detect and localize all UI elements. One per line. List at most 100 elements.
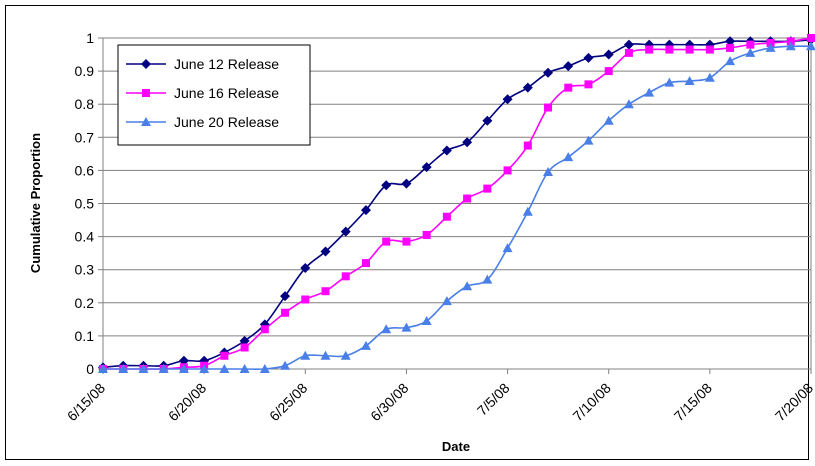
square-marker bbox=[665, 45, 674, 54]
square-marker bbox=[382, 237, 391, 246]
square-marker bbox=[142, 89, 150, 97]
diamond-marker bbox=[381, 180, 392, 191]
square-marker bbox=[645, 45, 654, 54]
square-marker bbox=[705, 45, 714, 54]
diamond-marker bbox=[623, 39, 634, 50]
diamond-marker bbox=[178, 355, 189, 366]
diamond-marker bbox=[603, 49, 614, 60]
legend-label: June 12 Release bbox=[174, 56, 279, 72]
y-tick-label: 0.4 bbox=[75, 229, 95, 245]
diamond-marker bbox=[441, 145, 452, 156]
triangle-marker bbox=[138, 364, 149, 373]
legend: June 12 Release June 16 Release June 20 Re… bbox=[117, 44, 311, 146]
square-marker bbox=[463, 194, 472, 203]
square-marker bbox=[726, 43, 735, 52]
diamond-marker bbox=[360, 205, 371, 216]
diamond-marker bbox=[543, 67, 554, 78]
triangle-marker bbox=[199, 364, 210, 373]
square-marker bbox=[523, 141, 532, 150]
diamond-marker bbox=[725, 36, 736, 47]
legend-label: June 16 Release bbox=[174, 85, 279, 101]
square-marker bbox=[503, 166, 512, 175]
x-tick-label: 6/20/08 bbox=[165, 380, 209, 424]
chart-frame bbox=[5, 5, 809, 460]
x-tick-label: 6/30/08 bbox=[367, 380, 411, 424]
series-group bbox=[98, 34, 815, 373]
y-tick-label: 1 bbox=[86, 30, 94, 46]
triangle-marker bbox=[785, 41, 796, 51]
triangle-marker bbox=[684, 76, 695, 86]
triangle-marker bbox=[522, 206, 533, 216]
triangle-marker bbox=[543, 167, 554, 177]
triangle-marker bbox=[725, 56, 736, 66]
x-axis-ticks: 6/15/08 6/20/08 6/25/08 6/30/08 7/5/08 7/10/0… bbox=[64, 369, 815, 424]
square-marker bbox=[321, 287, 330, 296]
triangle-marker bbox=[644, 87, 655, 97]
diamond-marker bbox=[300, 263, 311, 274]
diamond-marker bbox=[482, 115, 493, 126]
y-tick-label: 0.2 bbox=[75, 295, 95, 311]
diamond-marker bbox=[462, 137, 473, 148]
square-marker bbox=[402, 237, 411, 246]
triangle-marker bbox=[141, 117, 151, 126]
triangle-marker bbox=[704, 72, 715, 82]
x-tick-label: 7/10/08 bbox=[569, 380, 613, 424]
triangle-marker bbox=[583, 135, 594, 145]
triangle-marker bbox=[219, 364, 230, 373]
triangle-marker bbox=[239, 364, 250, 373]
y-tick-label: 0.1 bbox=[75, 328, 95, 344]
x-tick-label: 6/15/08 bbox=[64, 380, 108, 424]
y-tick-label: 0.7 bbox=[75, 129, 95, 145]
x-axis-title: Date bbox=[442, 439, 470, 454]
triangle-marker bbox=[259, 364, 270, 373]
legend-item: June 16 Release bbox=[126, 85, 279, 101]
y-tick-label: 0.9 bbox=[75, 63, 95, 79]
diamond-marker bbox=[563, 61, 574, 72]
y-axis-title: Cumulative Proportion bbox=[28, 133, 43, 273]
square-marker bbox=[685, 45, 694, 54]
series-3 bbox=[98, 41, 815, 373]
triangle-marker bbox=[502, 243, 513, 253]
square-marker bbox=[483, 184, 492, 193]
y-axis-ticks: 0 0.1 0.2 0.3 0.4 0.5 0.6 0.7 0.8 0.9 1 bbox=[75, 30, 103, 377]
square-marker bbox=[624, 48, 633, 57]
diamond-marker bbox=[320, 246, 331, 257]
square-marker bbox=[584, 80, 593, 89]
square-marker bbox=[807, 34, 815, 42]
y-tick-label: 0.8 bbox=[75, 96, 95, 112]
triangle-marker bbox=[623, 99, 634, 109]
legend-item: June 20 Release bbox=[126, 114, 279, 130]
diamond-marker bbox=[280, 291, 291, 302]
square-marker bbox=[564, 83, 573, 92]
x-tick-label: 7/5/08 bbox=[474, 380, 513, 419]
diamond-marker bbox=[401, 178, 412, 189]
x-tick-label: 6/25/08 bbox=[266, 380, 310, 424]
y-tick-label: 0.3 bbox=[75, 262, 95, 278]
square-marker bbox=[544, 103, 553, 112]
triangle-marker bbox=[603, 115, 614, 125]
triangle-marker bbox=[482, 274, 493, 284]
square-marker bbox=[361, 259, 370, 268]
triangle-marker bbox=[320, 350, 331, 360]
triangle-marker bbox=[664, 77, 675, 87]
x-tick-label: 7/15/08 bbox=[671, 380, 715, 424]
y-tick-label: 0 bbox=[86, 361, 94, 377]
triangle-marker bbox=[401, 322, 412, 332]
square-marker bbox=[604, 67, 613, 76]
square-marker bbox=[220, 351, 229, 360]
triangle-marker bbox=[563, 152, 574, 162]
y-tick-label: 0.5 bbox=[75, 196, 95, 212]
triangle-marker bbox=[421, 316, 432, 326]
square-marker bbox=[341, 272, 350, 281]
triangle-marker bbox=[381, 324, 392, 334]
square-marker bbox=[422, 230, 431, 239]
triangle-marker bbox=[765, 42, 776, 52]
x-tick-label: 7/20/08 bbox=[772, 380, 815, 424]
diamond-marker bbox=[141, 59, 151, 69]
triangle-marker bbox=[462, 281, 473, 291]
diamond-marker bbox=[583, 52, 594, 63]
triangle-marker bbox=[806, 41, 815, 51]
y-tick-label: 0.6 bbox=[75, 162, 95, 178]
triangle-marker bbox=[441, 296, 452, 306]
